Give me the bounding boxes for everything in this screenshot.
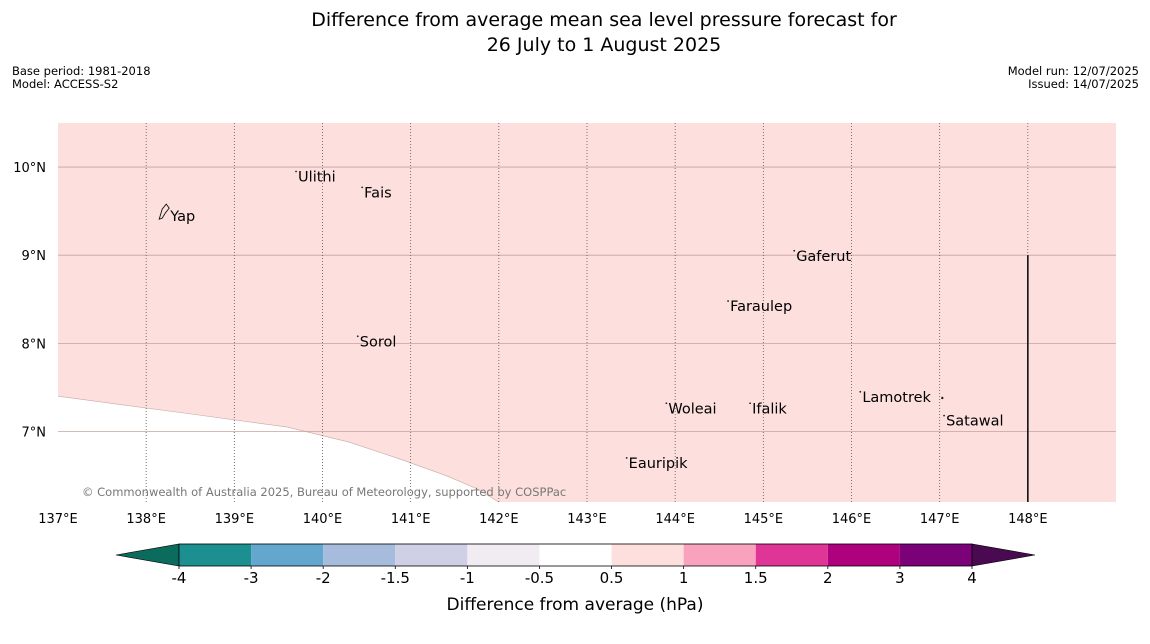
colorbar-segment <box>611 544 684 566</box>
mask-edge <box>57 395 499 503</box>
place-label: Faraulep <box>730 299 792 315</box>
masked-area <box>58 396 499 502</box>
colorbar-segment <box>179 544 252 566</box>
lat-label: 8°N <box>22 337 47 352</box>
place-label: Yap <box>169 209 195 225</box>
colorbar-segment <box>395 544 468 566</box>
place-faraulep: Faraulep <box>727 299 792 315</box>
place-label: Fais <box>364 185 391 201</box>
lat-label: 10°N <box>13 161 46 176</box>
latitude-labels: 10°N 9°N 8°N 7°N <box>13 161 46 440</box>
place-ifalik: Ifalik <box>749 401 787 417</box>
colorbar-segment <box>251 544 324 566</box>
place-label: Ulithi <box>298 169 336 185</box>
colorbar-tick-label: 2 <box>823 569 833 587</box>
island-marker <box>727 300 729 302</box>
place-lamotrek: Lamotrek <box>859 390 932 406</box>
place-labels: Yap Ulithi Fais Gaferut Faraulep Sorol Woleai I… <box>158 169 1004 472</box>
yap-island-outline <box>158 203 170 220</box>
place-label: Ifalik <box>752 401 787 417</box>
colorbar: -4 -3 -2 -1.5 -1 -0.5 0.5 1 1.5 2 3 4 Difference fro… <box>115 543 1036 615</box>
colorbar-tick-label: -4 <box>172 569 187 587</box>
island-marker <box>665 402 668 405</box>
colorbar-segment <box>899 544 972 566</box>
colorbar-over-extension <box>971 543 1036 567</box>
place-label: Lamotrek <box>862 390 931 406</box>
lat-label: 7°N <box>22 425 47 440</box>
island-marker <box>793 249 796 252</box>
colorbar-tick-label: -0.5 <box>525 569 554 587</box>
lat-label: 9°N <box>22 249 47 264</box>
place-ulithi: Ulithi <box>295 169 336 185</box>
longitude-labels: 137°E 138°E 139°E 140°E 141°E 142°E 143°E 144°E… <box>38 512 1047 527</box>
island-marker <box>943 414 945 417</box>
colorbar-tick-label: 0.5 <box>600 569 624 587</box>
place-label: Eauripik <box>629 456 688 472</box>
colorbar-label: Difference from average (hPa) <box>447 595 704 615</box>
graticule <box>58 123 1116 502</box>
place-eauripik: Eauripik <box>625 456 688 472</box>
lon-label: 141°E <box>391 512 431 527</box>
base-period: Base period: 1981-2018 <box>12 64 151 78</box>
copyright-notice: © Commonwealth of Australia 2025, Bureau… <box>82 485 566 499</box>
lon-label: 142°E <box>479 512 519 527</box>
place-woleai: Woleai <box>665 401 717 417</box>
lon-label: 138°E <box>126 512 166 527</box>
place-gaferut: Gaferut <box>793 249 851 265</box>
lon-label: 146°E <box>832 512 872 527</box>
model-name: Model: ACCESS-S2 <box>12 77 119 91</box>
colorbar-tick-label: 1 <box>679 569 689 587</box>
place-sorol: Sorol <box>356 334 397 350</box>
meta-left: Base period: 1981-2018 Model: ACCESS-S2 <box>12 65 151 91</box>
issued-date: Issued: 14/07/2025 <box>1028 77 1139 91</box>
island-marker <box>295 170 297 173</box>
place-label: Satawal <box>946 414 1003 430</box>
colorbar-segment <box>755 544 828 566</box>
island-marker <box>361 186 364 189</box>
lon-label: 144°E <box>655 512 695 527</box>
colorbar-tick-label: 4 <box>967 569 977 587</box>
island-marker <box>356 335 359 338</box>
colorbar-under-extension <box>115 543 180 567</box>
island-marker <box>859 390 862 393</box>
place-fais: Fais <box>361 185 392 201</box>
island-marker <box>749 402 752 405</box>
colorbar-segment <box>539 544 612 566</box>
colorbar-segment <box>323 544 396 566</box>
place-label: Woleai <box>668 401 716 417</box>
place-label: Sorol <box>360 334 397 350</box>
island-marker <box>625 457 628 459</box>
lon-label: 147°E <box>920 512 960 527</box>
colorbar-frame <box>178 543 973 567</box>
lon-label: 140°E <box>303 512 343 527</box>
colorbar-tick-label: -3 <box>244 569 259 587</box>
place-satawal: Satawal <box>943 414 1004 430</box>
lon-label: 137°E <box>38 512 78 527</box>
lon-label: 143°E <box>567 512 607 527</box>
map-title: Difference from average mean sea level p… <box>0 8 1150 58</box>
title-line-2: 26 July to 1 August 2025 <box>486 34 722 56</box>
model-run: Model run: 12/07/2025 <box>1007 64 1139 78</box>
colorbar-segment <box>827 544 900 566</box>
lon-label: 139°E <box>215 512 255 527</box>
colorbar-tick-label: 3 <box>895 569 905 587</box>
title-line-1: Difference from average mean sea level p… <box>311 9 897 31</box>
colorbar-segment <box>683 544 756 566</box>
lon-label: 148°E <box>1008 512 1048 527</box>
colorbar-tick-label: -2 <box>316 569 331 587</box>
colorbar-tick-label: -1.5 <box>381 569 410 587</box>
colorbar-tick-label: 1.5 <box>744 569 768 587</box>
place-yap: Yap <box>158 203 195 225</box>
island-marker <box>941 396 944 400</box>
lon-label: 145°E <box>744 512 784 527</box>
colorbar-segment <box>467 544 540 566</box>
colorbar-tick-label: -1 <box>460 569 475 587</box>
meta-right: Model run: 12/07/2025 Issued: 14/07/2025 <box>1008 65 1139 91</box>
place-label: Gaferut <box>796 249 851 265</box>
